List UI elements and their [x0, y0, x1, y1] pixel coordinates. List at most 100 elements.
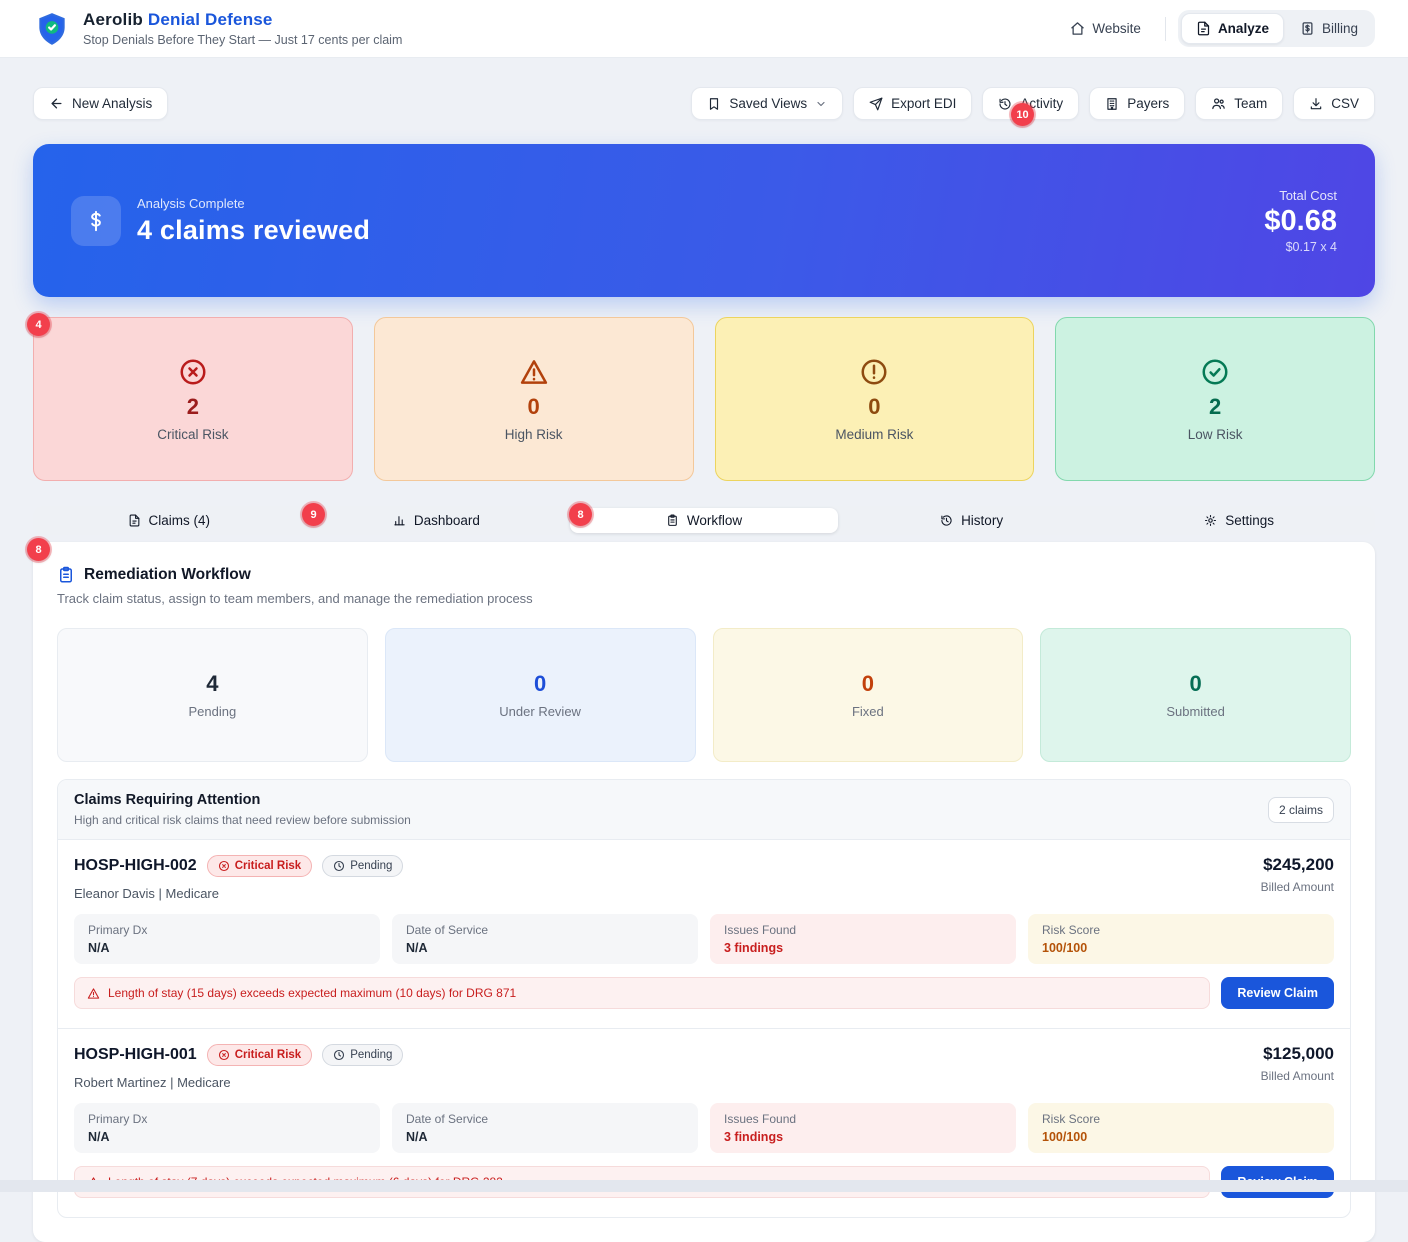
critical-risk-pill-label: Critical Risk: [234, 1049, 302, 1061]
risk-score-value: 100/100: [1042, 941, 1088, 955]
brand: Aerolib Denial Defense Stop Denials Befo…: [33, 10, 402, 48]
under-review-count: 0: [534, 671, 547, 696]
total-cost-label: Total Cost: [1279, 187, 1337, 203]
dollar-icon: [71, 195, 121, 246]
nav-website-button[interactable]: Website: [1058, 13, 1153, 44]
building-icon: [1105, 97, 1119, 111]
under-review-status-card[interactable]: 0 Under Review: [384, 628, 696, 762]
high-risk-card[interactable]: 0 High Risk: [373, 317, 694, 481]
claim-warning-text: Length of stay (15 days) exceeds expecte…: [108, 986, 517, 1000]
shield-check-icon app-logo: [33, 10, 71, 48]
submitted-count: 0: [1189, 671, 1202, 696]
main-content: New Analysis Saved Views Export EDI: [0, 87, 1408, 1242]
horizontal-scrollbar[interactable]: [0, 1180, 1408, 1192]
medium-risk-card[interactable]: 0 Medium Risk: [714, 317, 1035, 481]
risk-summary-cards: 2 Critical Risk 0 High Risk 0 Medium Ris…: [33, 317, 1375, 481]
receipt-dollar-icon: [1300, 21, 1315, 36]
issues-found-cell: Issues Found 3 findings: [710, 1103, 1016, 1153]
csv-button[interactable]: CSV: [1293, 87, 1375, 120]
tab-dashboard[interactable]: Dashboard: [303, 508, 571, 533]
nav-billing-label: Billing: [1321, 21, 1358, 36]
review-claim-button[interactable]: Review Claim: [1221, 977, 1334, 1009]
risk-score-label: Risk Score: [1042, 1112, 1101, 1126]
pending-pill: Pending: [322, 855, 404, 877]
warning-triangle-icon: [87, 987, 100, 999]
risk-score-cell: Risk Score 100/100: [1028, 914, 1334, 964]
date-of-service-value: N/A: [406, 1130, 428, 1144]
billed-amount: $245,200: [1263, 855, 1334, 874]
fixed-count: 0: [861, 671, 874, 696]
users-icon: [1211, 96, 1226, 111]
critical-risk-card[interactable]: 2 Critical Risk: [33, 317, 353, 481]
workflow-status-cards: 4 Pending 0 Under Review 0 Fixed 0 Submi…: [57, 628, 1351, 762]
fixed-status-card[interactable]: 0 Fixed: [712, 628, 1024, 762]
tab-workflow[interactable]: Workflow: [570, 508, 838, 533]
claim-detail-cells: Primary Dx N/A Date of Service N/A Issue…: [74, 1103, 1334, 1153]
cost-breakdown: $0.17 x 4: [1285, 239, 1337, 254]
high-risk-label: High Risk: [504, 426, 563, 442]
claims-requiring-attention: Claims Requiring Attention High and crit…: [57, 779, 1351, 1218]
product-name: Denial Defense: [147, 10, 273, 29]
file-text-icon: [1196, 21, 1211, 36]
critical-risk-pill-label: Critical Risk: [234, 860, 302, 872]
x-circle-icon: [178, 357, 208, 387]
annotation-badge[interactable]: 10: [1011, 103, 1034, 126]
low-risk-count: 2: [1209, 393, 1222, 419]
date-of-service-label: Date of Service: [406, 1112, 489, 1126]
claim-patient: Eleanor Davis | Medicare: [74, 886, 219, 901]
nav-analyze-button[interactable]: Analyze: [1180, 13, 1284, 44]
tab-settings[interactable]: Settings: [1105, 508, 1373, 533]
arrow-left-icon: [49, 96, 64, 111]
team-label: Team: [1234, 96, 1268, 111]
tab-history-label: History: [961, 513, 1004, 528]
annotation-badge[interactable]: 8: [27, 538, 50, 561]
new-analysis-button[interactable]: New Analysis: [33, 87, 169, 120]
workflow-title: Remediation Workflow: [84, 566, 251, 583]
billed-amount-label: Billed Amount: [1260, 1069, 1334, 1083]
claims-count-badge: 2 claims: [1267, 796, 1334, 823]
claim-row: HOSP-HIGH-002 Critical Risk Pending Elea…: [58, 840, 1350, 1028]
app-title: Aerolib Denial Defense: [83, 10, 402, 30]
tab-history[interactable]: History: [838, 508, 1106, 533]
clipboard-icon: [666, 514, 679, 527]
annotation-badge[interactable]: 9: [302, 503, 325, 526]
claims-box-title: Claims Requiring Attention: [74, 792, 261, 808]
pending-status-card[interactable]: 4 Pending: [57, 628, 368, 762]
primary-dx-label: Primary Dx: [88, 1112, 148, 1126]
file-text-icon: [128, 514, 141, 527]
analysis-result-banner: Analysis Complete 4 claims reviewed Tota…: [33, 144, 1375, 297]
issues-found-label: Issues Found: [724, 923, 797, 937]
tab-claims[interactable]: Claims (4): [35, 508, 303, 533]
annotation-badge[interactable]: 8: [569, 503, 592, 526]
remediation-workflow-panel: Remediation Workflow Track claim status,…: [33, 542, 1375, 1242]
critical-risk-label: Critical Risk: [157, 426, 229, 442]
export-edi-label: Export EDI: [891, 96, 957, 111]
csv-label: CSV: [1331, 96, 1359, 111]
submitted-status-card[interactable]: 0 Submitted: [1040, 628, 1351, 762]
team-button[interactable]: Team: [1195, 87, 1284, 120]
critical-risk-pill: Critical Risk: [206, 1044, 313, 1066]
nav-divider: [1164, 16, 1166, 41]
top-bar: Aerolib Denial Defense Stop Denials Befo…: [0, 0, 1408, 58]
total-cost-block: Total Cost $0.68 $0.17 x 4: [1264, 188, 1337, 254]
low-risk-card[interactable]: 2 Low Risk: [1055, 317, 1375, 481]
saved-views-button[interactable]: Saved Views: [691, 87, 844, 120]
date-of-service-value: N/A: [406, 941, 428, 955]
payers-button[interactable]: Payers: [1089, 87, 1186, 120]
workflow-subtitle: Track claim status, assign to team membe…: [57, 591, 533, 606]
export-edi-button[interactable]: Export EDI: [853, 87, 973, 120]
issues-found-value: 3 findings: [724, 1130, 784, 1144]
under-review-label: Under Review: [499, 704, 581, 719]
analysis-status: Analysis Complete: [137, 195, 245, 211]
submitted-label: Submitted: [1166, 704, 1225, 719]
nav-billing-button[interactable]: Billing: [1286, 13, 1372, 44]
claim-patient: Robert Martinez | Medicare: [74, 1075, 231, 1090]
medium-risk-label: Medium Risk: [835, 426, 914, 442]
claims-box-subtitle: High and critical risk claims that need …: [74, 813, 411, 827]
warning-triangle-icon: [519, 357, 549, 387]
annotation-badge[interactable]: 4: [27, 313, 50, 336]
history-icon: [940, 514, 953, 527]
billed-amount: $125,000: [1263, 1044, 1334, 1063]
tab-workflow-label: Workflow: [686, 513, 743, 528]
top-navigation: Website Analyze Billing: [1058, 10, 1375, 47]
